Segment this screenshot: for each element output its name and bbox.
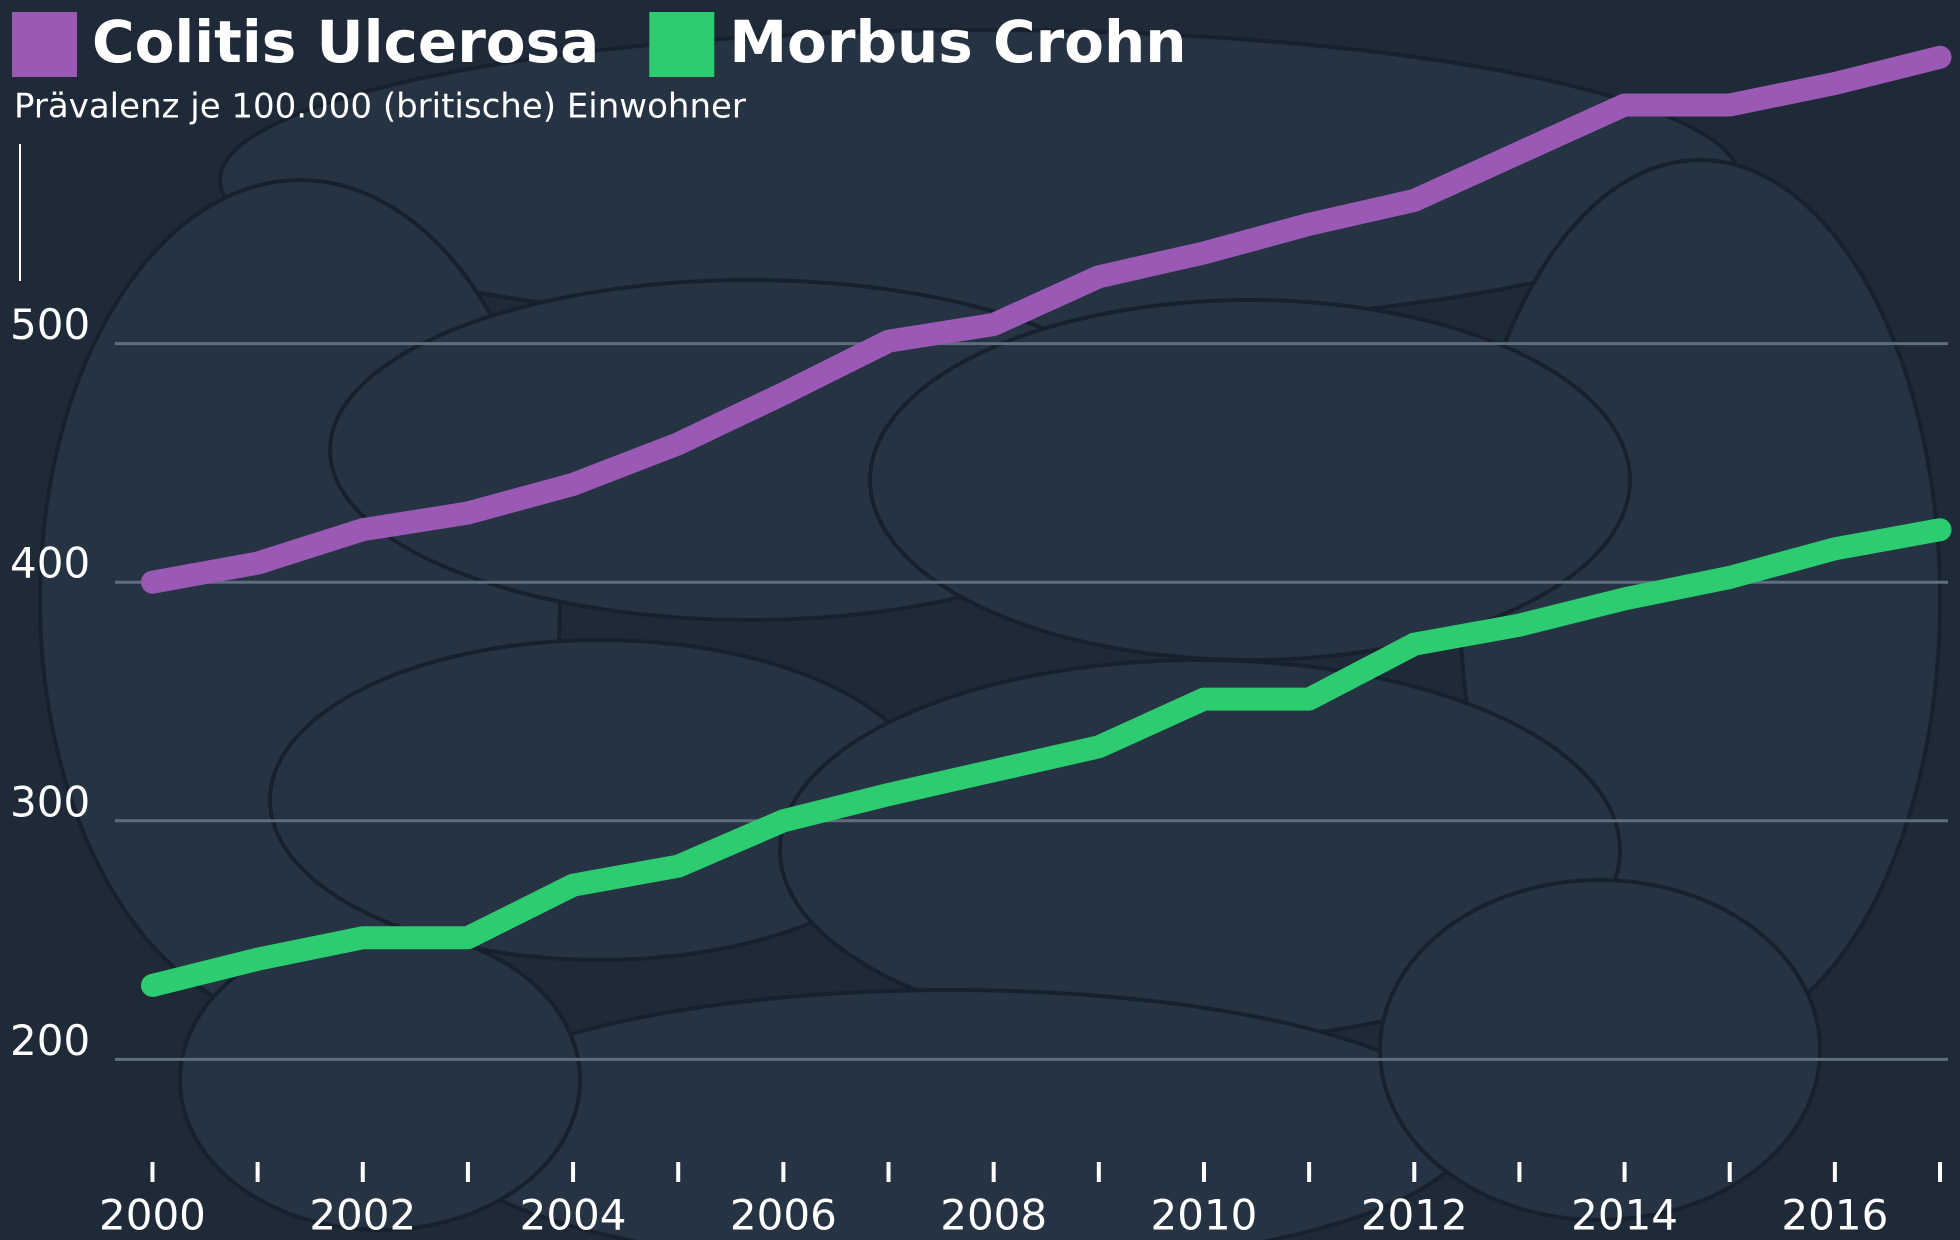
y-tick-label: 300: [10, 777, 90, 826]
x-tick-label: 2010: [1151, 1191, 1258, 1240]
x-tick-label: 2000: [99, 1191, 206, 1240]
page: Prävalenz je 100.000 (britische) Einwohn…: [0, 0, 1960, 1240]
y-tick-label: 500: [10, 300, 90, 349]
x-tick-label: 2016: [1781, 1191, 1888, 1240]
legend-swatch: [12, 12, 77, 77]
y-tick-label: 200: [10, 1016, 90, 1065]
x-tick-label: 2012: [1361, 1191, 1468, 1240]
legend-swatch: [649, 12, 714, 77]
chart: Prävalenz je 100.000 (britische) Einwohn…: [0, 0, 1960, 1240]
x-tick-label: 2004: [520, 1191, 627, 1240]
y-tick-label: 400: [10, 539, 90, 588]
x-tick-label: 2014: [1571, 1191, 1678, 1240]
x-tick-label: 2002: [309, 1191, 416, 1240]
legend-label: Colitis Ulcerosa: [92, 8, 599, 76]
x-tick-label: 2006: [730, 1191, 837, 1240]
legend-label: Morbus Crohn: [729, 8, 1186, 76]
subtitle: Prävalenz je 100.000 (britische) Einwohn…: [14, 87, 746, 127]
x-tick-label: 2008: [940, 1191, 1047, 1240]
